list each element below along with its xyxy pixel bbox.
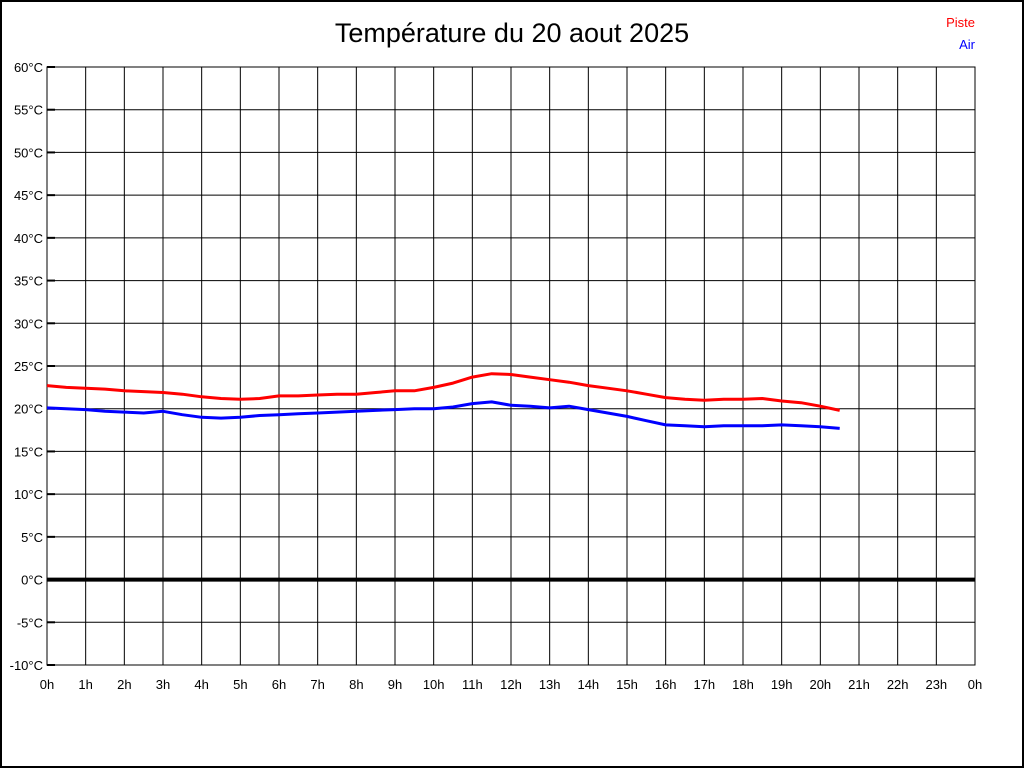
y-axis-ticks [47,66,55,666]
x-axis-label: 9h [388,677,402,692]
x-axis-label: 17h [693,677,715,692]
x-axis-label: 1h [78,677,92,692]
x-axis-label: 13h [539,677,561,692]
y-axis-label: -10°C [10,658,43,673]
x-axis-label: 19h [771,677,793,692]
x-axis-label: 0h [968,677,982,692]
air-line [46,400,840,430]
y-axis-label: -5°C [17,615,43,630]
x-axis-label: 2h [117,677,131,692]
legend-item-air: Air [959,37,975,52]
x-axis-label: 21h [848,677,870,692]
x-axis-label: 18h [732,677,754,692]
x-axis-label: 16h [655,677,677,692]
x-axis-label: 15h [616,677,638,692]
plot-border [46,66,976,666]
x-axis-label: 6h [272,677,286,692]
y-axis-label: 0°C [21,573,43,588]
y-axis-label: 25°C [14,359,43,374]
grid-lines [46,66,976,666]
x-axis-label: 22h [887,677,909,692]
x-axis-label: 12h [500,677,522,692]
y-axis-label: 45°C [14,188,43,203]
y-axis-label: 30°C [14,316,43,331]
page-title: Température du 20 aout 2025 [334,18,690,48]
x-axis-label: 7h [310,677,324,692]
x-axis-labels: 0h 1h 2h 3h 4h 5h 6h 7h 8h 9h 10h 11h 12h 13h 14h 15h 16… [40,677,982,692]
y-axis-label: 5°C [21,530,43,545]
x-axis-label: 10h [423,677,445,692]
x-axis-label: 5h [233,677,247,692]
y-axis-label: 20°C [14,402,43,417]
y-axis-labels: -10°C -5°C 0°C 5°C 10°C 15°C 20°C 25°C 30°C 35°C 4… [10,60,43,673]
legend-item-piste: Piste [946,15,975,30]
x-axis-label: 0h [40,677,54,692]
x-axis-label: 11h [462,677,483,692]
y-axis-label: 35°C [14,274,43,289]
x-axis-label: 3h [156,677,170,692]
x-axis-label: 20h [809,677,831,692]
y-axis-label: 50°C [14,145,43,160]
piste-line [46,372,841,412]
x-axis-label: 4h [194,677,208,692]
x-axis-label: 14h [577,677,599,692]
y-axis-label: 60°C [14,60,43,75]
legend: Piste Air [946,12,975,56]
x-axis-label: 23h [925,677,947,692]
y-axis-label: 55°C [14,103,43,118]
y-axis-label: 15°C [14,444,43,459]
y-axis-label: 10°C [14,487,43,502]
x-axis-label: 8h [349,677,363,692]
y-axis-label: 40°C [14,231,43,246]
